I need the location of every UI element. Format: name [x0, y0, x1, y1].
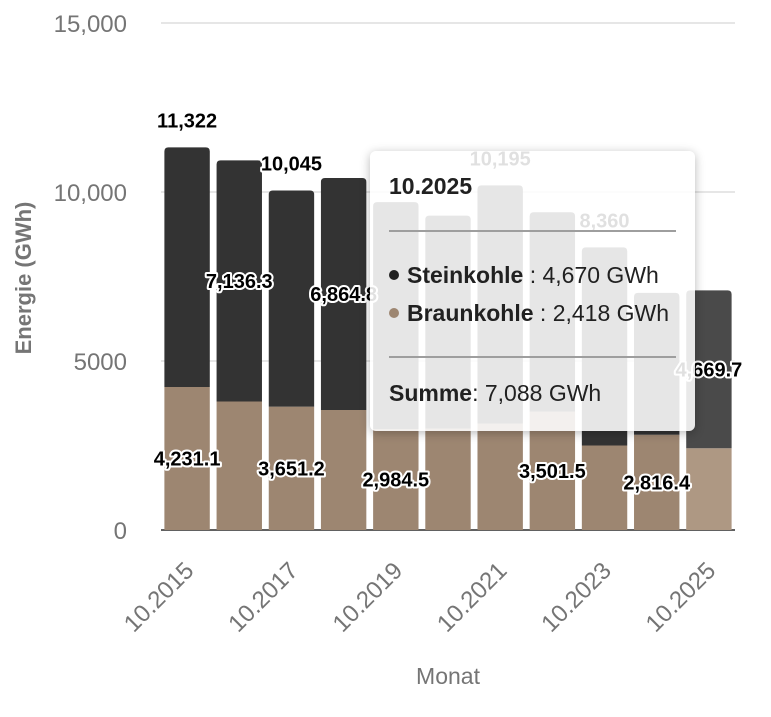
tooltip-series-name: Braunkohle	[407, 300, 534, 326]
data-label-braunkohle: 2,816.4	[623, 472, 691, 494]
x-tick-label: 10.2019	[328, 557, 408, 637]
tooltip-row-steinkohle: Steinkohle : 4,670 GWh	[389, 256, 676, 294]
bar-segment-steinkohle[interactable]	[164, 147, 210, 387]
x-tick-label: 10.2023	[536, 557, 616, 637]
tooltip-divider	[389, 230, 676, 232]
x-tick-label: 10.2017	[223, 557, 303, 637]
bar-segment-braunkohle[interactable]	[164, 386, 210, 530]
y-tick-label: 5000	[74, 349, 127, 376]
y-tick-label: 0	[114, 518, 127, 545]
total-label: 10,045	[261, 153, 322, 175]
x-tick-label: 10.2015	[119, 557, 199, 637]
tooltip-sum: Summe: 7,088 GWh	[389, 380, 676, 407]
bar-segment-braunkohle[interactable]	[373, 429, 419, 530]
bar-segment-braunkohle[interactable]	[216, 401, 262, 530]
data-label-braunkohle: 3,651.2	[258, 458, 325, 480]
tooltip-series-value: : 2,418 GWh	[539, 300, 670, 326]
bar-segment-braunkohle[interactable]	[581, 445, 628, 531]
bar-segment-braunkohle[interactable]	[477, 423, 523, 530]
bar-segment-braunkohle[interactable]	[529, 411, 576, 530]
x-axis-title: Monat	[416, 663, 481, 689]
bar-segment-braunkohle[interactable]	[268, 406, 315, 530]
x-axis-ticks: 10.2015 10.2017 10.2019 10.2021 10.2023 10.20…	[119, 557, 721, 637]
data-label-braunkohle: 3,501.5	[519, 461, 586, 483]
bar-segment-steinkohle[interactable]	[268, 190, 315, 407]
data-label-braunkohle: 4,231.1	[154, 448, 221, 470]
y-axis-ticks: 0 5000 10,000 15,000	[54, 11, 127, 545]
tooltip-series-name: Steinkohle	[407, 262, 524, 288]
x-tick-label: 10.2025	[641, 557, 721, 637]
bar-segment-braunkohle[interactable]	[320, 410, 367, 530]
y-axis-title: Energie (GWh)	[11, 202, 36, 355]
x-tick-label: 10.2021	[432, 557, 512, 637]
tooltip-sum-value: : 7,088 GWh	[472, 380, 602, 406]
steinkohle-dot-icon	[389, 269, 399, 280]
bar-segment-steinkohle[interactable]	[320, 177, 367, 411]
data-label-braunkohle: 2,984.5	[362, 470, 429, 492]
bar-segment-steinkohle[interactable]	[686, 290, 732, 449]
braunkohle-dot-icon	[389, 307, 399, 318]
data-label-steinkohle: 7,136.3	[206, 271, 273, 293]
tooltip-row-braunkohle: Braunkohle : 2,418 GWh	[389, 294, 676, 332]
bar-segment-braunkohle[interactable]	[686, 448, 732, 530]
total-label: 11,322	[157, 110, 217, 132]
tooltip-divider	[389, 356, 676, 358]
tooltip-title: 10.2025	[389, 173, 473, 199]
data-label-steinkohle: 6,864.8	[310, 284, 377, 306]
tooltip-sum-label: Summe	[389, 380, 473, 406]
tooltip-series-value: : 4,670 GWh	[529, 262, 659, 288]
bar-segment-braunkohle[interactable]	[634, 434, 680, 530]
y-tick-label: 15,000	[54, 11, 127, 38]
bar-segment-steinkohle[interactable]	[216, 160, 262, 402]
y-tick-label: 10,000	[54, 180, 127, 207]
tooltip: 10.2025 Steinkohle : 4,670 GWh Braunkohl…	[370, 151, 695, 431]
bar-segment-braunkohle[interactable]	[425, 428, 471, 530]
